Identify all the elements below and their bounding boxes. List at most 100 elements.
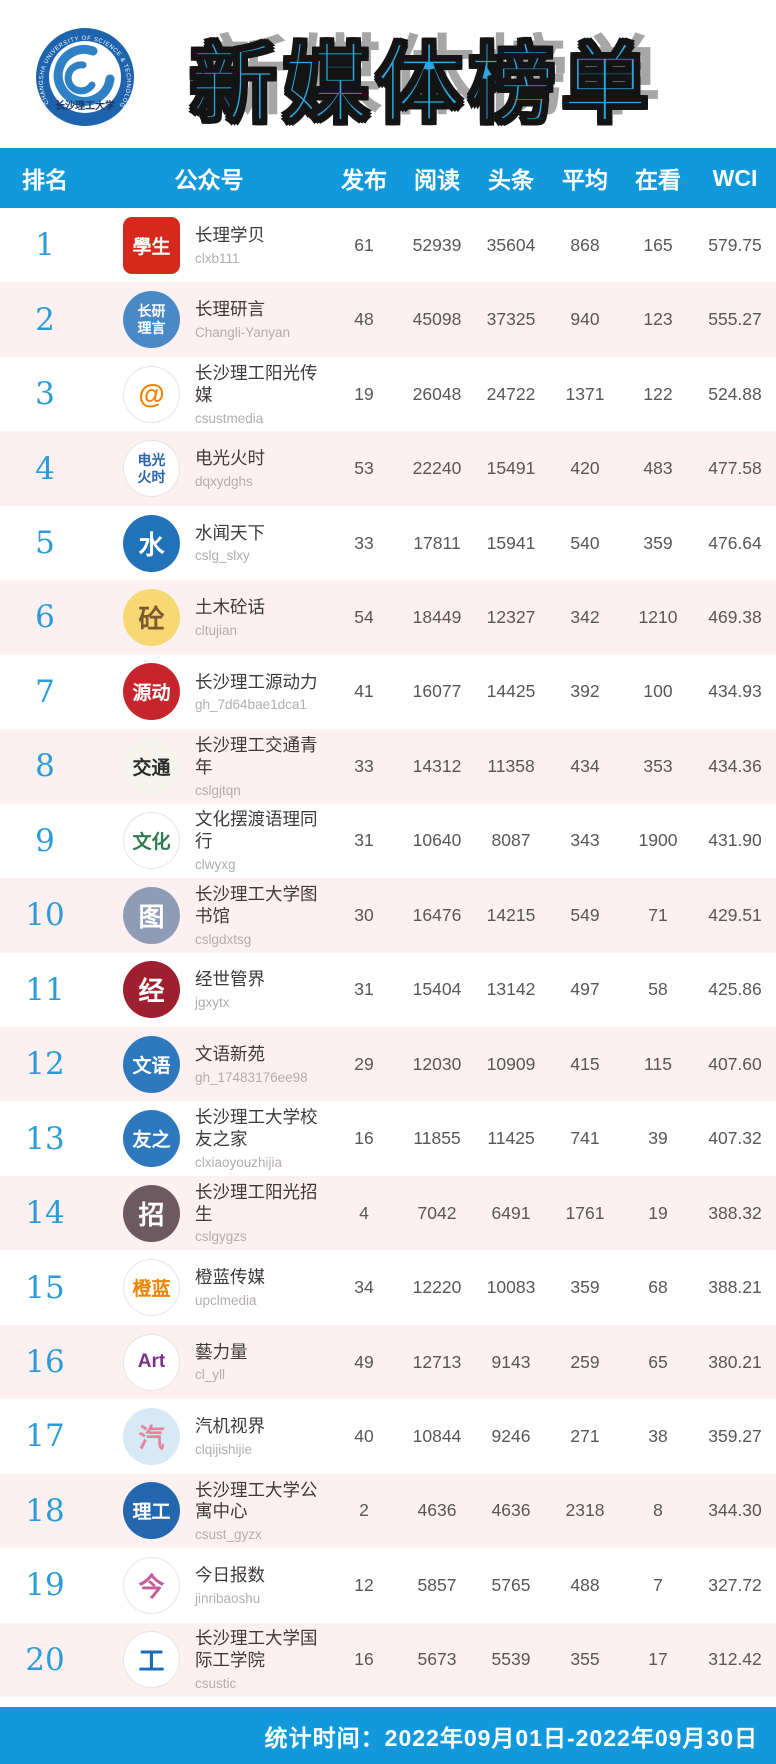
page-header: CHANGSHA UNIVERSITY OF SCIENCE & TECHNOL… xyxy=(0,0,776,148)
wci-score: 434.36 xyxy=(708,755,762,776)
rank-number: 4 xyxy=(35,450,55,487)
read-count: 11855 xyxy=(413,1128,461,1149)
account-id: clqijishijie xyxy=(195,1441,253,1457)
account-cell: 文语 文语新苑 gh_17483176ee98 xyxy=(90,1035,328,1093)
account-id: dqxydghs xyxy=(195,474,253,490)
col-header-publish: 发布 xyxy=(341,167,387,193)
account-name: 长沙理工大学国际工学院 xyxy=(195,1628,318,1671)
wci-score: 327.72 xyxy=(708,1574,762,1595)
headline-count: 4636 xyxy=(491,1500,531,1521)
account-name: 文化摆渡语理同行 xyxy=(195,809,318,852)
logo-swirl xyxy=(53,44,115,106)
table-row: 2 长研理言 长理研言 Changli-Yanyan 48 45098 3732… xyxy=(0,282,776,357)
blue-disc-characters-avatar-icon: 长研理言 xyxy=(123,291,180,349)
table-row: 8 交通 长沙理工交通青年 cslgjtqn 33 14312 11358 43… xyxy=(0,729,776,804)
wci-score: 579.75 xyxy=(708,234,762,255)
read-count: 5857 xyxy=(417,1574,457,1595)
account-cell: 招 长沙理工阳光招生 cslgygzs xyxy=(90,1182,328,1244)
read-count: 15404 xyxy=(412,979,462,1000)
average-count: 2318 xyxy=(565,1500,605,1521)
watch-count: 71 xyxy=(648,904,668,925)
publish-count: 16 xyxy=(354,1128,374,1149)
average-count: 420 xyxy=(570,458,600,479)
account-cell: 文化 文化摆渡语理同行 clwyxg xyxy=(90,809,328,872)
publish-count: 12 xyxy=(354,1574,374,1595)
headline-count: 12327 xyxy=(486,606,536,627)
csust-round-logo-avatar-icon: 理工 xyxy=(123,1482,180,1540)
watch-count: 58 xyxy=(648,979,668,1000)
account-cell: 汽 汽机视界 clqijishijie xyxy=(90,1407,328,1465)
table-row: 6 砼 土木砼话 cltujian 54 18449 12327 342 121… xyxy=(0,580,776,655)
read-count: 12030 xyxy=(412,1053,462,1074)
headline-count: 37325 xyxy=(486,309,536,330)
watch-count: 68 xyxy=(648,1277,668,1298)
account-cell: 今 今日报数 jinribaoshu xyxy=(90,1556,328,1614)
account-cell: 友之 长沙理工大学校友之家 clxiaoyouzhijia xyxy=(90,1107,328,1170)
wci-score: 388.21 xyxy=(708,1277,762,1298)
publish-count: 61 xyxy=(354,234,374,255)
rank-number: 5 xyxy=(35,525,55,562)
publish-count: 33 xyxy=(354,755,374,776)
account-id: jinribaoshu xyxy=(195,1590,261,1606)
account-name: 长沙理工大学图书馆 xyxy=(195,883,318,926)
calligraphy-avatar-icon: 交通 xyxy=(123,737,180,795)
wci-score: 469.38 xyxy=(708,606,762,627)
average-count: 259 xyxy=(570,1351,600,1372)
publish-count: 31 xyxy=(354,979,374,1000)
average-count: 868 xyxy=(570,234,600,255)
account-name: 长沙理工阳光传媒 xyxy=(195,362,318,405)
dark-red-emblem-avatar-icon: 经 xyxy=(123,961,180,1019)
account-name: 长理研言 xyxy=(195,299,265,320)
average-count: 392 xyxy=(570,681,600,702)
table-row: 14 招 长沙理工阳光招生 cslgygzs 4 7042 6491 1761 … xyxy=(0,1175,776,1251)
rank-number: 11 xyxy=(25,971,65,1008)
average-count: 1761 xyxy=(565,1202,605,1223)
headline-count: 15941 xyxy=(486,532,536,553)
account-id: cslg_slxy xyxy=(195,548,250,564)
read-count: 7042 xyxy=(417,1202,457,1223)
table-row: 12 文语 文语新苑 gh_17483176ee98 29 12030 1090… xyxy=(0,1026,776,1102)
watch-count: 8 xyxy=(653,1500,663,1521)
headline-count: 15491 xyxy=(486,458,536,479)
blue-figure-logo-avatar-icon: 工 xyxy=(123,1631,180,1689)
account-name: 水闻天下 xyxy=(195,522,265,543)
wci-score: 555.27 xyxy=(708,309,762,330)
table-row: 7 源动 长沙理工源动力 gh_7d64bae1dca1 41 16077 14… xyxy=(0,655,776,729)
account-cell: @ 长沙理工阳光传媒 csustmedia xyxy=(90,363,328,426)
headline-count: 11358 xyxy=(487,755,535,776)
average-count: 549 xyxy=(570,904,600,925)
wci-score: 380.21 xyxy=(708,1351,762,1372)
watch-count: 39 xyxy=(648,1128,668,1149)
table-row: 18 理工 长沙理工大学公寓中心 csust_gyzx 2 4636 4636 … xyxy=(0,1473,776,1549)
account-cell: 交通 长沙理工交通青年 cslgjtqn xyxy=(90,735,328,798)
publish-count: 30 xyxy=(354,904,374,925)
average-count: 1371 xyxy=(565,383,605,404)
col-header-headline: 头条 xyxy=(488,167,534,193)
watch-count: 17 xyxy=(648,1649,668,1670)
library-building-photo-avatar-icon: 图 xyxy=(123,886,180,944)
col-header-watch: 在看 xyxy=(635,167,681,193)
average-count: 940 xyxy=(570,309,600,330)
table-row: 20 工 长沙理工大学国际工学院 csustic 16 5673 5539 35… xyxy=(0,1622,776,1698)
average-count: 434 xyxy=(570,755,600,776)
logo-chinese-name: 长沙理工大学 xyxy=(55,99,115,112)
page-footer: 统计时间：2022年09月01日-2022年09月30日 xyxy=(0,1707,776,1764)
read-count: 17811 xyxy=(413,532,461,553)
account-id: csustic xyxy=(195,1676,237,1692)
headline-count: 5765 xyxy=(491,1574,531,1595)
table-row: 5 水 水闻天下 cslg_slxy 33 17811 15941 540 35… xyxy=(0,506,776,580)
account-cell: 源动 长沙理工源动力 gh_7d64bae1dca1 xyxy=(90,663,328,721)
headline-count: 8087 xyxy=(491,830,531,851)
publish-count: 2 xyxy=(359,1500,369,1521)
ranking-table: 1 學生 长理学贝 clxb111 61 52939 35604 868 165… xyxy=(0,208,776,1698)
account-name: 文语新苑 xyxy=(195,1043,265,1064)
account-id: cl_yll xyxy=(195,1367,226,1383)
rank-number: 13 xyxy=(25,1120,65,1157)
orange-sun-at-avatar-icon: @ xyxy=(123,365,180,423)
headline-count: 6491 xyxy=(491,1202,531,1223)
publish-count: 48 xyxy=(354,309,374,330)
account-cell: 水 水闻天下 cslg_slxy xyxy=(90,514,328,572)
account-id: csust_gyzx xyxy=(195,1527,262,1543)
wci-score: 388.32 xyxy=(708,1202,762,1223)
university-logo-icon: CHANGSHA UNIVERSITY OF SCIENCE & TECHNOL… xyxy=(33,25,136,128)
